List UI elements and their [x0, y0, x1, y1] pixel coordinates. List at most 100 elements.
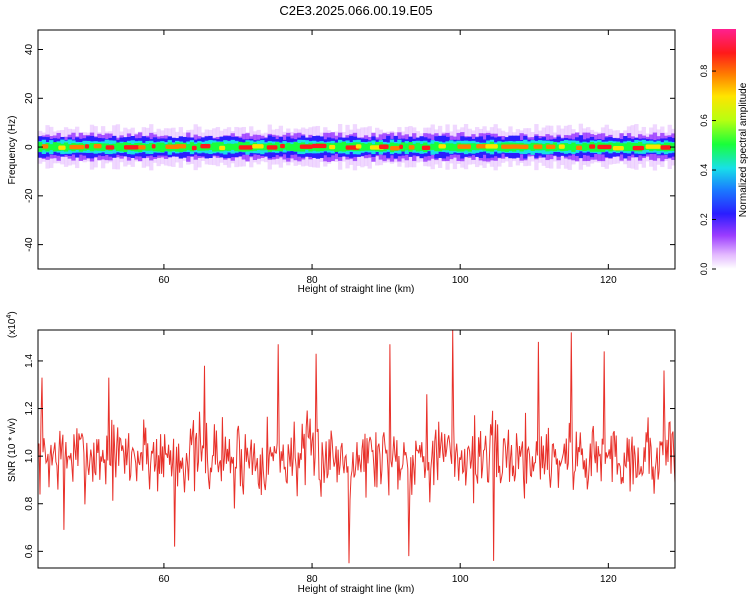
spectrogram-cell [567, 144, 572, 151]
spectrogram-cell [160, 142, 165, 153]
spectrogram-peak [238, 145, 253, 150]
snr-panel: 60 80 100 120 0.6 0.8 1.0 1.2 1.4 Height of str… [6, 311, 676, 595]
snr-y-axis: 0.6 0.8 1.0 1.2 1.4 [24, 354, 675, 558]
spectrogram-ytick-label: 20 [24, 92, 35, 104]
spectrogram-cell [115, 142, 121, 152]
spectrogram-peak [252, 144, 264, 149]
spectrogram-cell [197, 142, 202, 151]
spectrogram-cell [186, 144, 191, 151]
spectrogram-cell [582, 142, 587, 151]
svg-text:(x104): (x104) [6, 311, 18, 338]
snr-multiplier-base: (x10 [7, 318, 18, 338]
spectrogram-ytick-label: -20 [24, 188, 35, 203]
spectrogram-cell [263, 143, 269, 151]
spectrogram-peak [518, 144, 529, 149]
spectrogram-peak [632, 145, 645, 151]
spectrogram-cell [341, 141, 346, 152]
snr-multiplier-close: ) [7, 311, 18, 314]
spectrogram-peak [138, 145, 146, 150]
snr-ytick-label: 1.0 [24, 449, 35, 463]
spectrogram-ytick-label: 0 [24, 144, 35, 150]
colorbar-tick-label: 0.6 [699, 114, 709, 127]
chart-title: C2E3.2025.066.00.19.E05 [279, 3, 432, 18]
snr-xlabel: Height of straight line (km) [298, 584, 415, 595]
spectrogram-cell [367, 142, 372, 151]
spectrogram-cell [49, 144, 54, 151]
spectrogram-peak [266, 145, 278, 150]
spectrogram-cell [326, 142, 332, 151]
spectrogram-cell [89, 142, 95, 152]
snr-ytick-label: 0.6 [24, 544, 35, 558]
spectrogram-peak [329, 144, 336, 150]
spectrogram-xlabel: Height of straight line (km) [298, 284, 415, 295]
spectrogram-cell [145, 144, 150, 151]
spectrogram-frame [37, 29, 676, 270]
spectrogram-cell [297, 142, 302, 152]
snr-frame [37, 329, 676, 569]
spectrogram-cell [626, 142, 632, 152]
spectrogram-cell [215, 142, 221, 152]
colorbar-tick-label: 0.8 [699, 65, 709, 78]
spectrogram-cell [430, 143, 435, 150]
snr-ytick-label: 1.4 [24, 354, 35, 368]
colorbar: 0.0 0.2 0.4 0.6 0.8 Normalized spectral ampl… [699, 29, 749, 275]
spectrogram-peak [41, 144, 49, 149]
spectrogram-cell [226, 143, 232, 151]
spectrogram-cell [571, 142, 576, 152]
spectrogram-peak [576, 145, 583, 151]
spectrogram-peak [612, 146, 624, 151]
spectrogram-peak [191, 145, 197, 151]
spectrogram-cell [82, 143, 87, 151]
spectrogram-cell [541, 143, 546, 151]
spectrogram-xtick-label: 80 [306, 275, 318, 286]
colorbar-tick-label: 0.0 [699, 263, 709, 276]
spectrogram-peak [457, 144, 471, 149]
spectrogram-peak [299, 144, 313, 149]
spectrogram-cell [293, 142, 298, 152]
spectrogram-peak [558, 144, 565, 149]
spectrogram-peak [510, 144, 521, 149]
spectrogram-peak [175, 144, 187, 149]
spectrogram-cell [497, 143, 502, 151]
spectrogram-cell [415, 142, 421, 152]
spectrogram-cell [212, 142, 217, 152]
spectrogram-y-axis: -40 -20 0 20 40 [24, 44, 675, 252]
spectrogram-cell [52, 142, 58, 152]
spectrogram-peak [219, 145, 226, 151]
spectrogram-peak [390, 145, 400, 151]
snr-x-axis: 60 80 100 120 [158, 330, 617, 585]
spectrogram-ylabel: Frequency (Hz) [7, 116, 18, 185]
spectrogram-cell [100, 143, 106, 151]
spectrogram-cell [452, 144, 458, 151]
spectrogram-cell [526, 143, 532, 150]
spectrogram-cell [449, 143, 454, 151]
spectrogram-cell [563, 143, 569, 151]
spectrogram-cell [289, 144, 295, 151]
spectrogram-cell [363, 143, 369, 151]
spectrogram-peak [58, 145, 66, 150]
spectrogram-cell [360, 143, 365, 151]
colorbar-gradient [712, 29, 736, 269]
spectrogram-panel: 60 80 100 120 -40 -20 0 20 40 Height of straigh… [7, 29, 676, 295]
spectrogram-cell [404, 143, 409, 151]
spectrogram-cell [400, 142, 406, 152]
spectrogram-peak [501, 144, 513, 149]
snr-series-line [38, 330, 675, 564]
snr-multiplier-exp: 4 [6, 315, 13, 319]
spectrogram-peak [69, 144, 85, 150]
colorbar-label: Normalized spectral amplitude [738, 82, 749, 217]
spectrogram-peak [399, 144, 403, 150]
spectrogram-cell [337, 142, 343, 152]
spectrogram-peak [123, 145, 139, 150]
snr-ytick-label: 1.2 [24, 401, 35, 415]
spectrogram-cell [63, 142, 69, 152]
snr-xtick-label: 120 [600, 574, 617, 585]
snr-xtick-label: 100 [452, 574, 469, 585]
spectrogram-peak [280, 143, 285, 149]
spectrogram-peak [408, 145, 415, 150]
spectrogram-peak [674, 146, 675, 150]
snr-xtick-label: 60 [158, 574, 170, 585]
spectrogram-peak [200, 144, 211, 149]
spectrogram-cell [208, 143, 213, 150]
